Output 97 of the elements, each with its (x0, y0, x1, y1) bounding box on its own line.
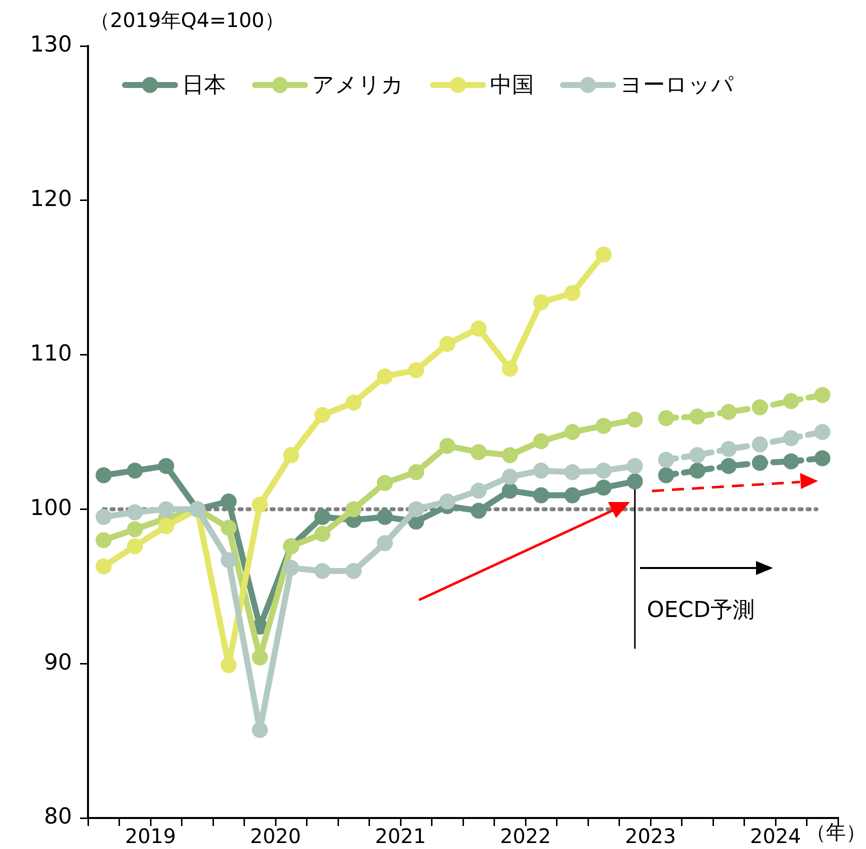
point (783, 430, 800, 446)
point (220, 657, 237, 674)
point (564, 487, 580, 504)
point (470, 320, 487, 337)
y-tick-label: 120 (30, 187, 72, 212)
point (596, 418, 612, 434)
point (658, 452, 674, 468)
point (96, 558, 112, 574)
point (752, 399, 768, 416)
point (376, 474, 393, 491)
point (220, 493, 237, 510)
point (502, 447, 518, 464)
point (533, 487, 550, 504)
x-tick-label: 2022 (500, 824, 551, 848)
point (346, 562, 362, 579)
point (376, 535, 393, 552)
ref-line-label: OECD予測 (646, 598, 754, 623)
point (252, 496, 268, 513)
point (596, 246, 612, 262)
legend-label: 日本 (182, 72, 226, 100)
point (783, 453, 800, 470)
point (533, 433, 550, 450)
point (346, 394, 362, 411)
x-tick-label: 2021 (375, 824, 426, 848)
point (502, 468, 518, 485)
point (220, 520, 237, 536)
point (533, 294, 550, 310)
point (720, 404, 737, 420)
point (408, 464, 424, 480)
point (408, 501, 424, 518)
point (689, 447, 706, 464)
point (596, 480, 612, 496)
point (376, 508, 393, 525)
point (720, 458, 737, 474)
point (126, 521, 143, 538)
point (252, 649, 268, 666)
point (96, 467, 112, 484)
point (783, 393, 800, 410)
point (596, 462, 612, 479)
y-tick-label: 110 (30, 342, 72, 367)
point (720, 440, 737, 457)
point (564, 285, 580, 302)
x-tick-label: 2024 (750, 824, 801, 848)
legend-label: ヨーロッパ (620, 72, 734, 100)
y-tick-label: 130 (30, 32, 72, 58)
point (814, 424, 830, 440)
point (158, 501, 174, 518)
point (502, 360, 518, 377)
point (126, 504, 143, 520)
point (689, 408, 706, 425)
point (158, 458, 174, 474)
point (752, 454, 768, 471)
point (346, 501, 362, 518)
point (439, 438, 456, 454)
point (126, 462, 143, 479)
point (252, 722, 268, 738)
y-tick-label: 90 (44, 650, 72, 676)
point (126, 538, 143, 554)
point (814, 386, 830, 403)
point (283, 560, 300, 576)
point (96, 532, 112, 548)
point (283, 447, 300, 464)
x-tick-label: 2020 (250, 824, 301, 848)
point (689, 462, 706, 479)
point (626, 473, 643, 490)
y-tick-label: 80 (44, 804, 72, 830)
point (220, 552, 237, 568)
point (470, 502, 487, 519)
point (439, 493, 456, 510)
point (533, 462, 550, 479)
point (158, 518, 174, 534)
point (658, 467, 674, 484)
point (408, 362, 424, 378)
y-axis-title: （2019年Q4=100） (90, 8, 284, 32)
point (96, 508, 112, 525)
x-tick-label: 2019 (125, 824, 176, 848)
x-tick-label: 2023 (625, 824, 676, 848)
point (814, 450, 830, 466)
point (564, 424, 580, 440)
point (658, 410, 674, 426)
point (752, 436, 768, 452)
point (470, 482, 487, 499)
point (314, 526, 330, 542)
y-tick-label: 100 (30, 496, 72, 521)
legend-label: 中国 (490, 72, 534, 100)
point (564, 464, 580, 480)
point (314, 508, 330, 525)
point (626, 412, 643, 428)
point (626, 458, 643, 474)
legend-label: アメリカ (312, 72, 404, 100)
point (502, 482, 518, 499)
point (314, 562, 330, 579)
point (314, 407, 330, 424)
point (376, 368, 393, 384)
point (470, 444, 487, 460)
point (439, 336, 456, 352)
x-axis-title: （年） (806, 820, 866, 844)
